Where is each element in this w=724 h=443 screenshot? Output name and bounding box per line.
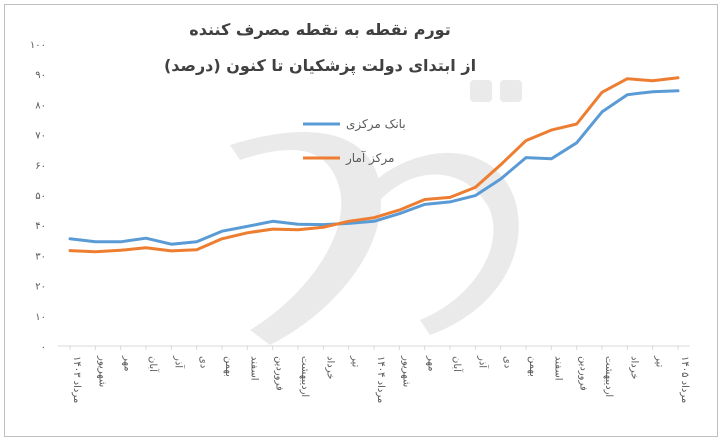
chart-title-line1: تورم نقطه به نقطه مصرف کننده (189, 20, 450, 39)
x-tick-label: فروردین (274, 356, 285, 391)
x-tick-label: بهمن (223, 356, 234, 377)
x-tick-label: آبان (451, 356, 464, 373)
x-tick-label: مرداد ۱۴۰۵ (679, 356, 690, 403)
x-tick-label: اسفند (552, 356, 563, 380)
x-tick-label: بهمن (527, 356, 538, 377)
x-tick-label: دی (198, 356, 209, 368)
chart-title-line2: از ابتدای دولت پزشکیان تا کنون (درصد) (164, 56, 476, 76)
x-tick-label: آذر (172, 355, 185, 369)
x-tick-label: شهریور (400, 355, 411, 387)
x-tick-label: آبان (147, 356, 160, 373)
x-tick-label: تیر (350, 355, 361, 368)
y-tick-label: ۱۰۰ (30, 40, 46, 51)
x-tick-label: مهر (426, 355, 437, 371)
y-tick-label: ۱۰ (35, 312, 46, 323)
y-tick-label: ۷۰ (35, 131, 46, 142)
x-tick-label: اردیبهشت (603, 356, 614, 397)
y-tick-label: ۴۰ (35, 221, 46, 232)
x-tick-label: آذر (476, 355, 489, 369)
legend-label-amar: مرکز آمار (345, 150, 394, 166)
x-tick-label: خرداد (628, 356, 639, 379)
legend: بانک مرکزی مرکز آمار (303, 117, 406, 166)
x-tick-label: فروردین (578, 356, 589, 391)
y-tick-label: ۵۰ (35, 191, 46, 202)
x-tick-label: شهریور (96, 355, 107, 387)
y-tick-label: ۲۰ (35, 282, 46, 293)
y-tick-label: ۶۰ (35, 161, 46, 172)
watermark (230, 80, 522, 345)
x-tick-label: خرداد (324, 356, 335, 379)
y-tick-label: ۸۰ (35, 100, 46, 111)
x-tick-label: مرداد ۱۴۰۳ (71, 356, 82, 403)
x-tick-label: اردیبهشت (299, 356, 310, 397)
legend-label-bank: بانک مرکزی (346, 117, 406, 132)
x-tick-label: اسفند (248, 356, 259, 380)
x-tick-label: تیر (654, 355, 665, 368)
series-lines (68, 76, 680, 254)
y-tick-label: ۳۰ (35, 251, 46, 262)
y-axis-ticks: ۰ ۱۰ ۲۰ ۳۰ ۴۰ ۵۰ ۶۰ ۷۰ ۸۰ ۹۰ ۱۰۰ (30, 40, 46, 353)
x-tick-label: دی (502, 356, 513, 368)
x-axis-ticks: مرداد ۱۴۰۳ شهریور مهر آبان آذر دی بهمن اسفند فرو… (69, 346, 690, 403)
x-tick-label: مهر (122, 355, 133, 371)
x-tick-label: مرداد ۱۴۰۴ (375, 356, 386, 403)
y-tick-label: ۰ (41, 342, 46, 353)
y-tick-label: ۹۰ (35, 70, 46, 81)
